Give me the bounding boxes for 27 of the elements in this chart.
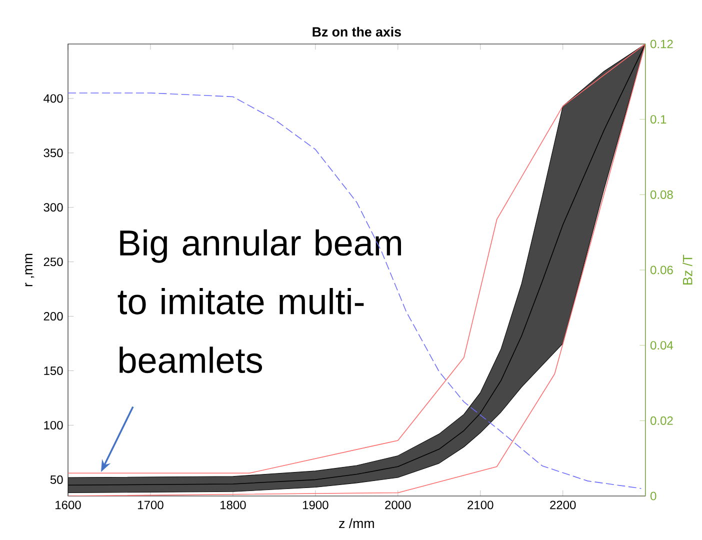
y-tick-label: 200	[44, 312, 63, 321]
annotation: Big annular beam to imitate multi-beamlets	[118, 229, 401, 374]
y2-tick-label: 0.02	[650, 416, 673, 425]
x-tick-label: 2200	[550, 500, 576, 510]
x-tick-label: 1800	[220, 500, 246, 510]
y2-tick-label: 0.06	[650, 266, 673, 274]
chart-title: Bz on the axis	[312, 26, 401, 37]
y2-axis-title: Bz /T	[682, 254, 692, 284]
y-tick-label: 50	[50, 475, 63, 484]
y-tick-label: 150	[44, 366, 63, 376]
y-tick-label: 350	[44, 148, 63, 158]
x-tick-label: 1900	[303, 500, 328, 510]
y2-tick-label: 0.08	[650, 190, 673, 199]
y2-tick-label: 0	[650, 492, 656, 500]
y2-tick-label: 0.1	[650, 115, 666, 124]
x-tick-label: 2000	[385, 500, 411, 510]
y2-tick-label: 0.12	[650, 40, 673, 48]
y-tick-label: 400	[44, 94, 63, 103]
y-tick-label: 100	[44, 420, 63, 430]
y2-tick-label: 0.04	[650, 341, 674, 350]
y-tick-label: 300	[44, 203, 63, 212]
x-tick-label: 1600	[56, 500, 81, 510]
y-axis-title: r ,mm	[25, 254, 34, 286]
x-tick-label: 2100	[468, 500, 494, 510]
x-tick-label: 1700	[138, 500, 164, 510]
x-axis-title: z /mm	[339, 518, 374, 528]
y-tick-label: 250	[44, 258, 63, 266]
